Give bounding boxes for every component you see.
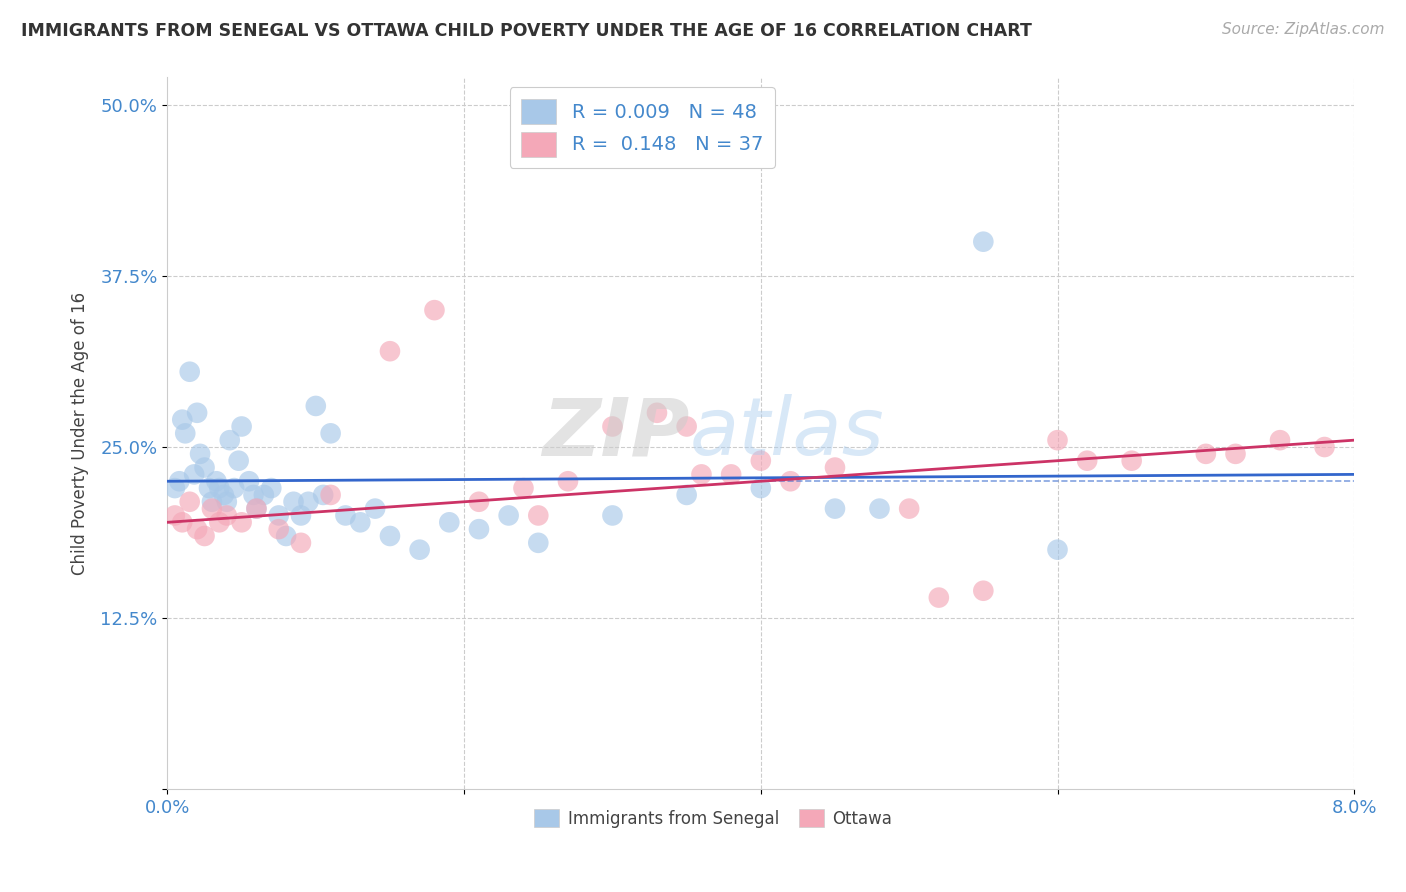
Point	[215, 495, 238, 509]
Point	[378, 529, 401, 543]
Point	[602, 419, 624, 434]
Point	[215, 508, 238, 523]
Point	[201, 495, 224, 509]
Point	[201, 501, 224, 516]
Point	[208, 481, 231, 495]
Point	[869, 501, 891, 516]
Point	[193, 529, 215, 543]
Point	[1313, 440, 1336, 454]
Point	[824, 460, 846, 475]
Point	[928, 591, 950, 605]
Point	[186, 406, 208, 420]
Point	[179, 495, 201, 509]
Point	[645, 406, 668, 420]
Point	[408, 542, 430, 557]
Point	[1046, 433, 1069, 447]
Point	[319, 426, 342, 441]
Point	[228, 453, 250, 467]
Point	[675, 419, 697, 434]
Point	[349, 516, 371, 530]
Text: Source: ZipAtlas.com: Source: ZipAtlas.com	[1222, 22, 1385, 37]
Point	[527, 508, 550, 523]
Point	[312, 488, 335, 502]
Text: atlas: atlas	[689, 394, 884, 473]
Point	[205, 475, 228, 489]
Legend: Immigrants from Senegal, Ottawa: Immigrants from Senegal, Ottawa	[527, 802, 898, 834]
Point	[749, 453, 772, 467]
Point	[183, 467, 205, 482]
Point	[1225, 447, 1247, 461]
Point	[364, 501, 387, 516]
Point	[439, 516, 461, 530]
Point	[378, 344, 401, 359]
Point	[468, 522, 491, 536]
Point	[297, 495, 319, 509]
Point	[267, 508, 290, 523]
Point	[231, 516, 253, 530]
Point	[276, 529, 298, 543]
Point	[260, 481, 283, 495]
Point	[188, 447, 211, 461]
Point	[779, 475, 801, 489]
Point	[423, 303, 446, 318]
Point	[749, 481, 772, 495]
Point	[245, 501, 267, 516]
Point	[290, 536, 312, 550]
Point	[172, 412, 194, 426]
Point	[212, 488, 235, 502]
Point	[1268, 433, 1291, 447]
Point	[468, 495, 491, 509]
Point	[179, 365, 201, 379]
Point	[193, 460, 215, 475]
Point	[169, 475, 191, 489]
Point	[231, 419, 253, 434]
Point	[267, 522, 290, 536]
Point	[824, 501, 846, 516]
Point	[163, 508, 186, 523]
Point	[174, 426, 197, 441]
Point	[283, 495, 305, 509]
Point	[1076, 453, 1098, 467]
Point	[186, 522, 208, 536]
Text: ZIP: ZIP	[543, 394, 689, 473]
Point	[972, 583, 994, 598]
Point	[898, 501, 921, 516]
Point	[557, 475, 579, 489]
Point	[172, 516, 194, 530]
Point	[720, 467, 742, 482]
Point	[242, 488, 264, 502]
Point	[305, 399, 328, 413]
Point	[972, 235, 994, 249]
Point	[1195, 447, 1218, 461]
Point	[335, 508, 357, 523]
Text: IMMIGRANTS FROM SENEGAL VS OTTAWA CHILD POVERTY UNDER THE AGE OF 16 CORRELATION : IMMIGRANTS FROM SENEGAL VS OTTAWA CHILD …	[21, 22, 1032, 40]
Point	[512, 481, 534, 495]
Point	[245, 501, 267, 516]
Point	[602, 508, 624, 523]
Point	[1121, 453, 1143, 467]
Point	[690, 467, 713, 482]
Point	[224, 481, 246, 495]
Point	[163, 481, 186, 495]
Point	[527, 536, 550, 550]
Y-axis label: Child Poverty Under the Age of 16: Child Poverty Under the Age of 16	[72, 292, 89, 574]
Point	[290, 508, 312, 523]
Point	[319, 488, 342, 502]
Point	[208, 516, 231, 530]
Point	[675, 488, 697, 502]
Point	[498, 508, 520, 523]
Point	[218, 433, 240, 447]
Point	[253, 488, 276, 502]
Point	[198, 481, 221, 495]
Point	[1046, 542, 1069, 557]
Point	[238, 475, 260, 489]
